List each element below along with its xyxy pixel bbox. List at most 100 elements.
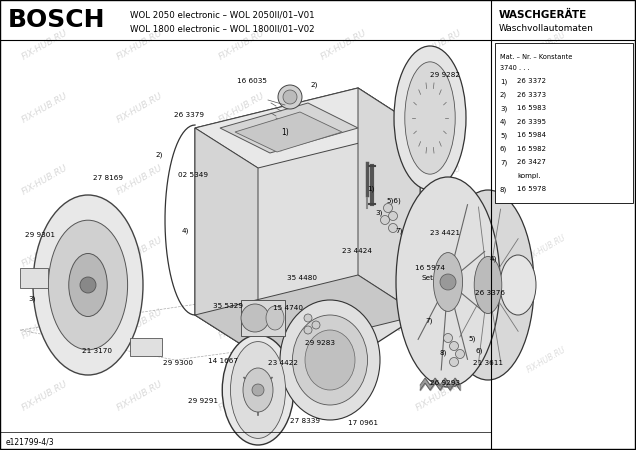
Text: 3740 . . .: 3740 . . . (500, 65, 530, 71)
Circle shape (80, 277, 96, 293)
Text: 7): 7) (500, 159, 508, 166)
Text: 2): 2) (500, 91, 507, 98)
Text: FIX-HUB.RU: FIX-HUB.RU (526, 120, 568, 150)
Ellipse shape (280, 300, 380, 420)
Circle shape (443, 333, 452, 342)
Text: FIX-HUB.RU: FIX-HUB.RU (414, 379, 464, 413)
Bar (241, 300, 285, 336)
Text: FIX-HUB.RU: FIX-HUB.RU (115, 379, 165, 413)
Circle shape (278, 85, 302, 109)
Text: FIX-HUB.RU: FIX-HUB.RU (217, 235, 266, 269)
Polygon shape (235, 112, 342, 152)
Text: 26 3395: 26 3395 (517, 118, 546, 125)
Text: kompl.: kompl. (517, 172, 541, 179)
Text: 8): 8) (500, 186, 508, 193)
Text: 21 3611: 21 3611 (473, 360, 503, 366)
Text: 14 1667: 14 1667 (208, 358, 238, 364)
Text: 3): 3) (500, 105, 508, 112)
Text: FIX-HUB.RU: FIX-HUB.RU (319, 28, 368, 62)
Text: FIX-HUB.RU: FIX-HUB.RU (526, 30, 568, 60)
Ellipse shape (48, 220, 128, 350)
Circle shape (455, 350, 464, 359)
Text: FIX-HUB.RU: FIX-HUB.RU (115, 235, 165, 269)
Circle shape (389, 212, 398, 220)
Text: 4): 4) (500, 118, 507, 125)
Text: 16 5984: 16 5984 (517, 132, 546, 138)
Polygon shape (195, 88, 420, 168)
Text: Set: Set (422, 275, 434, 281)
Ellipse shape (266, 306, 284, 330)
Text: FIX-HUB.RU: FIX-HUB.RU (115, 91, 165, 125)
Text: 4): 4) (490, 255, 497, 261)
Text: 27 8339: 27 8339 (290, 418, 320, 424)
Text: FIX-HUB.RU: FIX-HUB.RU (20, 163, 69, 197)
Text: 3): 3) (28, 296, 36, 302)
Text: 26 3373: 26 3373 (517, 91, 546, 98)
Text: FIX-HUB.RU: FIX-HUB.RU (217, 91, 266, 125)
Text: FIX-HUB.RU: FIX-HUB.RU (217, 307, 266, 341)
Text: 26 3379: 26 3379 (174, 112, 204, 118)
Text: 8): 8) (440, 350, 447, 356)
Text: 7): 7) (395, 228, 403, 234)
Text: FIX-HUB.RU: FIX-HUB.RU (20, 235, 69, 269)
Ellipse shape (404, 62, 455, 174)
Text: FIX-HUB.RU: FIX-HUB.RU (319, 235, 368, 269)
Text: FIX-HUB.RU: FIX-HUB.RU (319, 307, 368, 341)
Text: FIX-HUB.RU: FIX-HUB.RU (319, 163, 368, 197)
Text: FIX-HUB.RU: FIX-HUB.RU (20, 91, 69, 125)
Text: 7): 7) (425, 318, 432, 324)
Text: FIX-HUB.RU: FIX-HUB.RU (319, 379, 368, 413)
Circle shape (304, 326, 312, 334)
Text: 35 4480: 35 4480 (287, 275, 317, 281)
Ellipse shape (394, 46, 466, 190)
Ellipse shape (222, 335, 294, 445)
Text: FIX-HUB.RU: FIX-HUB.RU (217, 379, 266, 413)
Text: FIX-HUB.RU: FIX-HUB.RU (20, 379, 69, 413)
Text: 26 3372: 26 3372 (517, 78, 546, 84)
Text: FIX-HUB.RU: FIX-HUB.RU (414, 91, 464, 125)
Ellipse shape (243, 368, 273, 412)
Circle shape (440, 274, 456, 290)
Text: 5): 5) (500, 132, 507, 139)
Text: 4): 4) (182, 228, 190, 234)
Text: FIX-HUB.RU: FIX-HUB.RU (526, 233, 568, 262)
Text: FIX-HUB.RU: FIX-HUB.RU (115, 307, 165, 341)
Ellipse shape (241, 304, 269, 332)
Text: WASCHGERÄTE: WASCHGERÄTE (499, 10, 587, 20)
Ellipse shape (69, 253, 107, 316)
Text: 6): 6) (475, 348, 482, 355)
Text: FIX-HUB.RU: FIX-HUB.RU (20, 28, 69, 62)
Text: 29 9282: 29 9282 (430, 72, 460, 78)
Text: 16 5982: 16 5982 (517, 145, 546, 152)
Text: WOL 2050 electronic – WOL 2050II/01–V01: WOL 2050 electronic – WOL 2050II/01–V01 (130, 11, 315, 20)
Text: FIX-HUB.RU: FIX-HUB.RU (414, 28, 464, 62)
Text: 21 3170: 21 3170 (82, 348, 112, 354)
Text: FIX-HUB.RU: FIX-HUB.RU (526, 345, 568, 375)
Circle shape (283, 90, 297, 104)
Text: 5): 5) (468, 335, 475, 342)
Ellipse shape (500, 255, 536, 315)
Circle shape (450, 342, 459, 351)
Circle shape (304, 314, 312, 322)
Text: 29 9300: 29 9300 (163, 360, 193, 366)
Text: 35 5329: 35 5329 (213, 303, 243, 309)
Text: FIX-HUB.RU: FIX-HUB.RU (217, 28, 266, 62)
Text: 16 5974: 16 5974 (415, 265, 445, 271)
Ellipse shape (474, 256, 502, 314)
Text: 16 5978: 16 5978 (517, 186, 546, 192)
Text: 1): 1) (281, 127, 289, 136)
Text: 23 4422: 23 4422 (268, 360, 298, 366)
Ellipse shape (305, 330, 355, 390)
Text: FIX-HUB.RU: FIX-HUB.RU (414, 307, 464, 341)
Circle shape (389, 224, 398, 233)
Text: 2): 2) (310, 82, 317, 89)
Ellipse shape (293, 315, 368, 405)
Text: Mat. – Nr. – Konstante: Mat. – Nr. – Konstante (500, 54, 572, 60)
Text: 29 9301: 29 9301 (25, 232, 55, 238)
Text: 27 8169: 27 8169 (93, 175, 123, 181)
Circle shape (384, 203, 392, 212)
Text: 17 0961: 17 0961 (348, 420, 378, 426)
Bar (20, 268, 48, 288)
Text: 16 5983: 16 5983 (517, 105, 546, 111)
Polygon shape (220, 103, 358, 153)
